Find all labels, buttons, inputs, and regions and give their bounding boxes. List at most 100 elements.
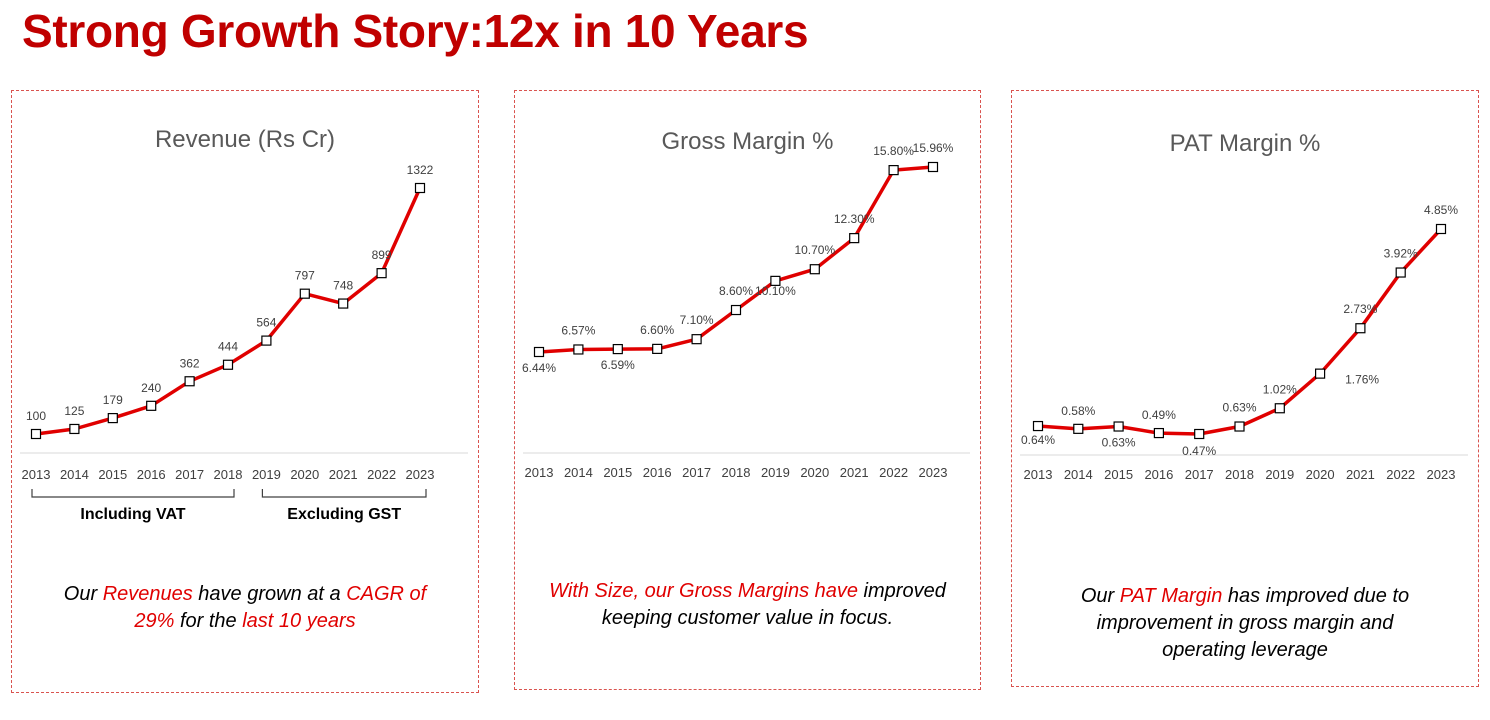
- x-tick-label: 2018: [214, 467, 243, 482]
- segment-label: Excluding GST: [287, 506, 401, 523]
- x-tick-label: 2021: [1346, 467, 1375, 482]
- data-label: 125: [64, 404, 84, 418]
- x-tick-label: 2020: [1306, 467, 1335, 482]
- x-tick-label: 2022: [879, 465, 908, 480]
- data-point: [1113, 421, 1124, 432]
- x-tick-label: 2019: [1265, 467, 1294, 482]
- data-point: [376, 268, 387, 279]
- data-label: 6.57%: [561, 323, 595, 337]
- data-label: 240: [141, 381, 161, 395]
- x-tick-label: 2014: [1064, 467, 1093, 482]
- data-point: [1355, 323, 1366, 334]
- x-tick-label: 2017: [682, 465, 711, 480]
- data-point: [184, 376, 195, 387]
- x-tick-label: 2013: [525, 465, 554, 480]
- data-label: 179: [103, 393, 123, 407]
- revenue-chart: Revenue (Rs Cr) 2013 2014 2015 2016 2017 2018 2…: [20, 126, 468, 523]
- revenue-caption-line-2: 29% for the last 10 years: [12, 608, 478, 635]
- data-label: 15.96%: [913, 141, 954, 155]
- x-tick-label: 2014: [564, 465, 593, 480]
- caption-highlight: Revenues: [102, 583, 193, 605]
- data-label: 10.10%: [755, 284, 796, 298]
- data-label: 797: [295, 269, 315, 283]
- revenue-caption-line-1: Our Revenues have grown at a CAGR of: [12, 581, 478, 608]
- data-point: [1274, 403, 1285, 414]
- data-label: 100: [26, 409, 46, 423]
- data-label: 7.10%: [680, 313, 714, 327]
- gross-margin-chart: Gross Margin % 2013 2014 2015 2016 2017 2018 20…: [522, 128, 970, 480]
- data-label: 0.63%: [1222, 401, 1256, 415]
- data-label: 6.44%: [522, 361, 556, 375]
- gross-margin-caption: With Size, our Gross Margins have improv…: [515, 578, 980, 632]
- data-point: [573, 344, 584, 355]
- data-label: 0.63%: [1102, 436, 1136, 450]
- chart-title: Gross Margin %: [661, 128, 833, 155]
- caption-highlight: last 10 years: [242, 610, 356, 632]
- segment-label: Including VAT: [80, 506, 185, 523]
- data-point: [146, 400, 157, 411]
- caption-text: Our: [1080, 585, 1120, 607]
- pat-margin-chart: PAT Margin % 2013 2014 2015 2016 2017 2018 2019…: [1020, 130, 1468, 482]
- data-point: [652, 343, 663, 354]
- data-label: 6.59%: [601, 358, 635, 372]
- x-tick-label: 2023: [406, 467, 435, 482]
- caption-text: has improved due to: [1222, 585, 1410, 607]
- data-label: 0.49%: [1142, 408, 1176, 422]
- pat-caption-line-2: improvement in gross margin and: [1096, 612, 1394, 634]
- x-tick-label: 2019: [252, 467, 281, 482]
- data-point: [809, 264, 820, 275]
- x-tick-label: 2013: [1024, 467, 1053, 482]
- data-point: [927, 161, 939, 173]
- data-point: [222, 359, 234, 370]
- data-label: 0.47%: [1182, 444, 1216, 458]
- x-tick-label: 2016: [1144, 467, 1173, 482]
- data-label: 1.76%: [1345, 373, 1379, 387]
- series-line: [35, 187, 422, 436]
- segment-bracket: [261, 489, 427, 498]
- data-label: 748: [333, 279, 353, 293]
- data-point: [261, 335, 272, 346]
- data-label: 0.58%: [1061, 404, 1095, 418]
- data-point: [338, 298, 349, 309]
- x-tick-label: 2018: [722, 465, 751, 480]
- series-line: [538, 165, 934, 354]
- data-label: 564: [256, 316, 276, 330]
- x-tick-label: 2020: [290, 467, 319, 482]
- x-tick-label: 2013: [22, 467, 51, 482]
- data-point: [691, 334, 702, 345]
- chart-title: Revenue (Rs Cr): [155, 126, 335, 153]
- data-point: [533, 346, 545, 358]
- data-point: [730, 304, 742, 316]
- x-tick-label: 2016: [643, 465, 672, 480]
- x-tick-label: 2021: [329, 467, 358, 482]
- data-point: [1234, 421, 1245, 432]
- data-label: 1322: [407, 163, 434, 177]
- data-label: 1.02%: [1263, 382, 1297, 396]
- x-tick-label: 2020: [800, 465, 829, 480]
- data-point: [1315, 368, 1326, 379]
- data-label: 8.60%: [719, 284, 753, 298]
- data-point: [1194, 428, 1205, 440]
- caption-text: for the: [174, 610, 243, 632]
- pat-caption-line-1: Our PAT Margin has improved due to: [1012, 583, 1478, 610]
- caption-highlight: PAT Margin: [1119, 585, 1223, 607]
- data-label: 4.85%: [1424, 203, 1458, 217]
- data-point: [1073, 423, 1084, 434]
- data-label: 12.30%: [834, 212, 875, 226]
- x-tick-label: 2017: [175, 467, 204, 482]
- caption-highlight: With Size, our Gross Margins have: [549, 580, 858, 602]
- data-label: 10.70%: [794, 243, 835, 257]
- data-label: 362: [180, 356, 200, 370]
- data-label: 15.80%: [873, 144, 914, 158]
- data-point: [30, 428, 42, 440]
- data-label: 6.60%: [640, 323, 674, 337]
- x-tick-label: 2015: [98, 467, 127, 482]
- data-point: [1395, 267, 1406, 278]
- x-tick-label: 2023: [1427, 467, 1456, 482]
- x-tick-label: 2015: [1104, 467, 1133, 482]
- pat-margin-panel: PAT Margin % 2013 2014 2015 2016 2017 2018 2019…: [1011, 90, 1479, 687]
- x-tick-label: 2017: [1185, 467, 1214, 482]
- revenue-panel: Revenue (Rs Cr) 2013 2014 2015 2016 2017 2018 2…: [11, 90, 479, 693]
- data-label: 2.73%: [1343, 302, 1377, 316]
- chart-title: PAT Margin %: [1170, 130, 1321, 157]
